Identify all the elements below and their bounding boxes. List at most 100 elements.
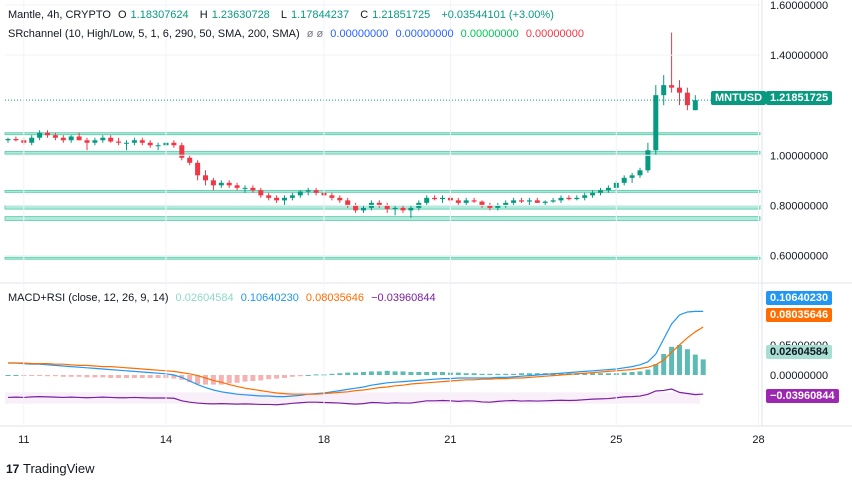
macd-histogram-bar — [297, 375, 303, 377]
candle-body — [155, 145, 161, 147]
symbol-tag: MNTUSD — [711, 91, 767, 105]
macd-histogram-bar — [242, 375, 248, 382]
signal-line — [8, 326, 704, 395]
candle-body — [282, 197, 287, 201]
candle-body — [440, 197, 445, 200]
histogram-tag: 0.02604584 — [766, 345, 833, 359]
candle-body — [187, 157, 193, 163]
price-tick-label: 1.60000000 — [770, 0, 828, 12]
candle-body — [203, 175, 208, 181]
macd-histogram-bar — [503, 373, 509, 375]
last-price-tag: 1.21851725 — [766, 91, 833, 105]
macd-histogram-bar — [76, 375, 82, 377]
high-value: 1.23630728 — [211, 9, 270, 21]
candle-body — [5, 138, 11, 141]
candle-body — [234, 185, 240, 188]
candle-body — [337, 197, 343, 201]
price-tick-label: 0.60000000 — [770, 250, 828, 262]
candle-body — [384, 205, 390, 210]
candle-body — [542, 201, 548, 203]
candle-body — [534, 200, 540, 203]
macd-histogram-bar — [645, 369, 651, 375]
macd-histogram-bar — [37, 375, 43, 376]
macd-histogram-bar — [582, 373, 588, 375]
macd-histogram-bar — [313, 374, 319, 376]
candle-body — [495, 205, 501, 208]
sr-zones — [4, 132, 761, 260]
close-value: 1.21851725 — [372, 9, 431, 21]
candle-body — [210, 180, 216, 186]
candle-body — [305, 190, 311, 192]
macd-histogram-bar — [187, 375, 193, 383]
candle-body — [179, 145, 185, 158]
candle-body — [258, 190, 264, 196]
candle-body — [408, 207, 414, 211]
candle-body — [479, 201, 485, 206]
candle-body — [289, 195, 295, 198]
candle-body — [242, 187, 248, 189]
candle-body — [424, 197, 430, 203]
macd-histogram-bar — [234, 375, 240, 383]
macd-histogram-bar — [440, 372, 445, 375]
rsi-line — [7, 388, 704, 406]
macd-histogram-bar — [384, 370, 390, 375]
macd-name: MACD+RSI (close, 12, 26, 9, 14) — [8, 292, 169, 304]
macd-histogram-bar — [637, 371, 643, 375]
candle-body — [692, 100, 698, 111]
macd-histogram-bar — [250, 375, 256, 381]
candle-body — [550, 200, 556, 202]
sr-zone — [4, 216, 761, 221]
candle-body — [266, 195, 272, 198]
time-tick-label: 25 — [610, 434, 622, 446]
candle-body — [116, 141, 122, 143]
macd-histogram-bar — [155, 375, 161, 378]
macd-histogram-bar — [408, 372, 414, 375]
macd-histogram-bar — [353, 372, 359, 375]
macd-histogram-bar — [305, 375, 311, 376]
macd-histogram-bar — [124, 375, 129, 378]
macd-histogram-bar — [282, 375, 287, 378]
macd-signal-value: 0.08035646 — [305, 292, 365, 304]
macd-histogram-bar — [669, 346, 675, 375]
ohlc-legend: Mantle, 4h, CRYPTO O 1.18307624 H 1.236307… — [8, 9, 554, 21]
candle-body — [250, 187, 256, 191]
macd-histogram-bar — [92, 375, 98, 378]
macd-hist-value: 0.02604584 — [175, 292, 234, 304]
tradingview-logo[interactable]: 17 TradingView — [6, 461, 95, 476]
indicator-glyphs: ø ø — [306, 28, 324, 40]
sr-zone — [4, 132, 761, 136]
macd-histogram-bar — [629, 372, 635, 375]
indicator-value-1: 0.00000000 — [395, 28, 454, 40]
indicator-value-3: 0.00000000 — [525, 28, 584, 40]
candle-body — [566, 197, 572, 200]
tradingview-logo-icon: 17 — [6, 462, 20, 476]
macd-histogram-bar — [329, 373, 335, 375]
candle-body — [37, 132, 43, 138]
macd-histogram-bar — [558, 373, 564, 375]
candle-body — [226, 182, 232, 186]
candle-body — [195, 162, 201, 176]
macd-histogram-bar — [100, 375, 106, 378]
macd-histogram-bar — [218, 375, 224, 385]
candle-body — [519, 200, 524, 202]
price-tick-label: 1.00000000 — [770, 150, 828, 162]
low-value: 1.17844237 — [291, 9, 350, 21]
macd-histogram-bar — [621, 372, 627, 375]
macd-histogram-bar — [511, 373, 517, 375]
macd-histogram-bar — [471, 373, 477, 375]
macd-histogram-bar — [487, 373, 493, 375]
macd-histogram-bar — [5, 375, 11, 376]
macd-line-tag: 0.10640230 — [766, 291, 833, 305]
indicator-value-2: 0.00000000 — [460, 28, 519, 40]
macd-histogram-bar — [677, 345, 682, 375]
candle-body — [108, 137, 114, 142]
macd-histogram-bar — [400, 371, 406, 375]
candle-body — [274, 197, 280, 201]
macd-histogram-bar — [266, 375, 272, 380]
tradingview-wordmark: TradingView — [22, 461, 95, 476]
macd-histogram-bar — [661, 354, 667, 375]
macd-histogram-bar — [684, 349, 690, 375]
macd-histogram-bar — [590, 373, 596, 375]
macd-histogram-bar — [60, 375, 66, 377]
